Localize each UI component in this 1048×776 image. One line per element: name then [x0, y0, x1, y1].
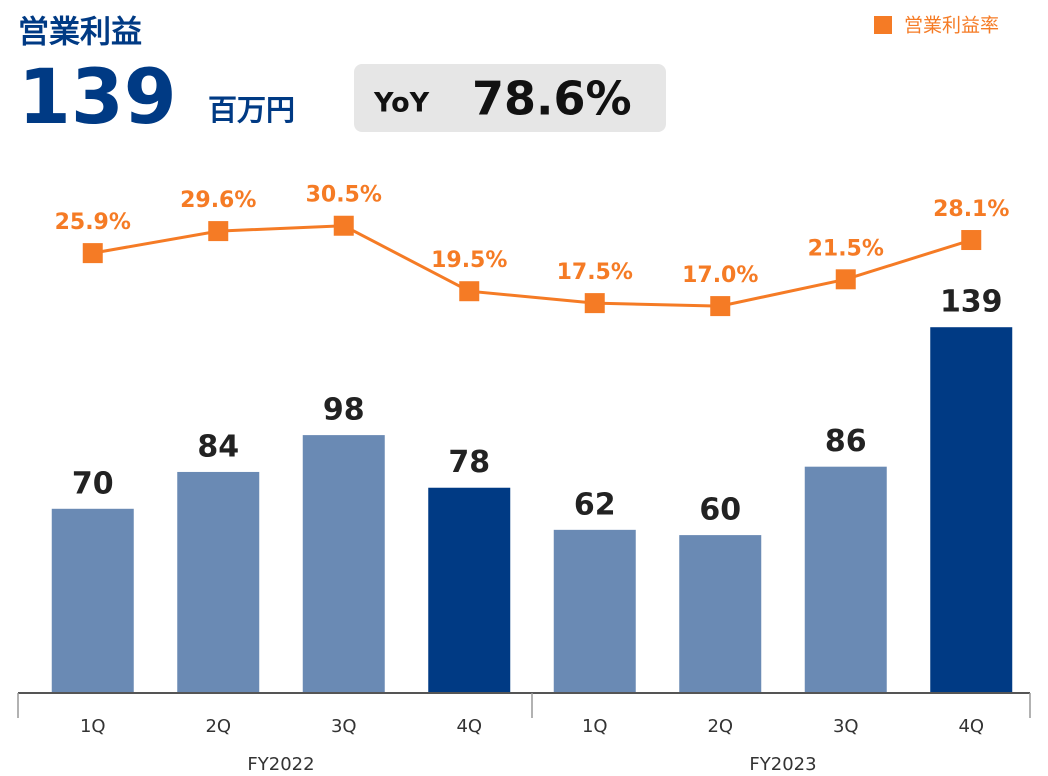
- line-value-label: 30.5%: [306, 183, 382, 208]
- x-tick-label: 2Q: [205, 716, 231, 737]
- line-value-label: 19.5%: [431, 248, 507, 273]
- headline-unit: 百万円: [208, 93, 295, 127]
- legend-swatch: [874, 16, 892, 34]
- line-marker: [961, 230, 982, 251]
- bar-value-label: 139: [940, 285, 1003, 320]
- bar: [553, 529, 636, 693]
- line-value-label: 17.5%: [557, 260, 633, 285]
- x-tick-label: 1Q: [582, 716, 608, 737]
- bar: [177, 471, 260, 693]
- yoy-label: YoY: [373, 88, 430, 119]
- line-marker: [333, 215, 354, 236]
- line-marker: [459, 281, 480, 302]
- group-label: FY2022: [247, 754, 314, 775]
- bar: [428, 487, 511, 693]
- yoy-box: [354, 64, 666, 132]
- line-marker: [835, 269, 856, 290]
- line-value-label: 21.5%: [808, 236, 884, 261]
- line-marker: [710, 296, 731, 317]
- line: [92, 224, 972, 308]
- bar: [302, 435, 385, 693]
- line-marker: [208, 221, 229, 242]
- bar-value-label: 98: [323, 393, 365, 428]
- line-value-label: 25.9%: [55, 210, 131, 235]
- x-tick-label: 3Q: [833, 716, 859, 737]
- x-tick-label: 2Q: [707, 716, 733, 737]
- bar-value-label: 60: [699, 493, 741, 528]
- x-tick-label: 3Q: [331, 716, 357, 737]
- bar: [804, 466, 887, 693]
- line-value-label: 17.0%: [682, 263, 758, 288]
- bar-value-label: 78: [448, 445, 490, 480]
- bar: [51, 508, 134, 693]
- line-marker: [584, 293, 605, 314]
- x-tick-label: 1Q: [80, 716, 106, 737]
- bar-value-label: 84: [197, 429, 239, 464]
- line-marker: [82, 243, 103, 264]
- x-tick-label: 4Q: [958, 716, 984, 737]
- line-value-label: 28.1%: [933, 197, 1009, 222]
- bar-value-label: 86: [825, 424, 867, 459]
- yoy-value: 78.6%: [472, 72, 632, 126]
- bar: [679, 535, 762, 693]
- bar-value-label: 62: [574, 487, 616, 522]
- chart-title: 営業利益: [18, 15, 142, 51]
- headline-value: 139: [18, 52, 177, 141]
- group-label: FY2023: [749, 754, 816, 775]
- legend-label: 営業利益率: [904, 15, 999, 37]
- x-tick-label: 4Q: [456, 716, 482, 737]
- line-value-label: 29.6%: [180, 188, 256, 213]
- bar: [930, 327, 1013, 693]
- bar-value-label: 70: [72, 466, 114, 501]
